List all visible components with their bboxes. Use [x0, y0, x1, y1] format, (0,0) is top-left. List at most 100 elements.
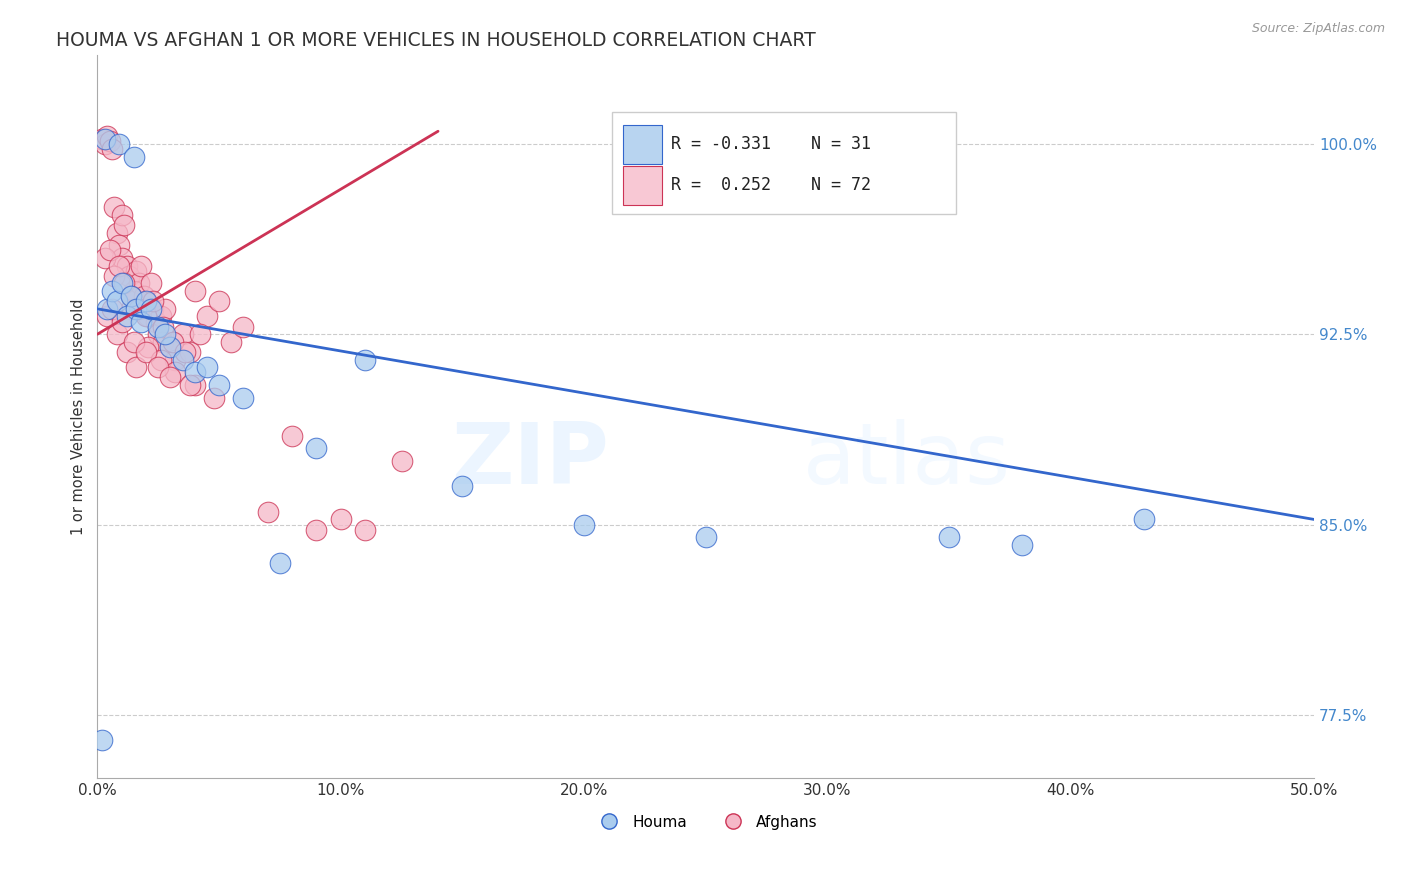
- Point: [148, 360, 170, 375]
- Point: [98, 135, 121, 149]
- Point: [451, 479, 474, 493]
- Point: [152, 334, 174, 349]
- Point: [155, 301, 177, 316]
- Point: [91, 132, 114, 146]
- Point: [148, 319, 170, 334]
- Point: [111, 277, 134, 291]
- Legend: Houma, Afghans: Houma, Afghans: [588, 808, 824, 836]
- Point: [125, 301, 148, 316]
- Text: HOUMA VS AFGHAN 1 OR MORE VEHICLES IN HOUSEHOLD CORRELATION CHART: HOUMA VS AFGHAN 1 OR MORE VEHICLES IN HO…: [56, 31, 815, 50]
- Point: [108, 136, 131, 151]
- Point: [129, 259, 152, 273]
- Point: [108, 259, 131, 273]
- Point: [105, 327, 128, 342]
- Point: [122, 284, 145, 298]
- Point: [305, 442, 328, 456]
- Text: atlas: atlas: [803, 418, 1011, 501]
- Point: [101, 284, 124, 298]
- Point: [256, 505, 278, 519]
- Point: [120, 301, 142, 316]
- Y-axis label: 1 or more Vehicles in Household: 1 or more Vehicles in Household: [72, 299, 86, 535]
- Point: [96, 301, 118, 316]
- Point: [122, 150, 145, 164]
- Point: [155, 327, 177, 342]
- Point: [172, 352, 194, 367]
- Text: R = -0.331    N = 31: R = -0.331 N = 31: [671, 136, 870, 153]
- Point: [135, 345, 157, 359]
- Point: [232, 391, 254, 405]
- Point: [128, 301, 150, 316]
- Point: [93, 136, 115, 151]
- Point: [111, 251, 134, 265]
- Point: [329, 512, 352, 526]
- Point: [159, 340, 181, 354]
- Point: [98, 244, 121, 258]
- Point: [115, 345, 138, 359]
- Point: [91, 733, 114, 747]
- Text: R =  0.252    N = 72: R = 0.252 N = 72: [671, 177, 870, 194]
- Point: [139, 301, 162, 316]
- Point: [101, 301, 124, 316]
- Point: [93, 251, 115, 265]
- Point: [105, 226, 128, 240]
- Point: [195, 360, 218, 375]
- Point: [118, 268, 141, 283]
- Point: [149, 310, 172, 324]
- Point: [1132, 512, 1154, 526]
- Point: [232, 319, 254, 334]
- Text: ZIP: ZIP: [451, 418, 609, 501]
- Text: Source: ZipAtlas.com: Source: ZipAtlas.com: [1251, 22, 1385, 36]
- Point: [93, 132, 115, 146]
- Point: [159, 370, 181, 384]
- Point: [938, 530, 960, 544]
- Point: [572, 517, 595, 532]
- Point: [125, 360, 148, 375]
- Point: [354, 523, 377, 537]
- Point: [183, 378, 205, 392]
- Point: [125, 264, 148, 278]
- Point: [179, 345, 201, 359]
- Point: [135, 294, 157, 309]
- Point: [162, 334, 184, 349]
- Point: [1011, 538, 1033, 552]
- Point: [115, 259, 138, 273]
- Point: [105, 294, 128, 309]
- Point: [174, 345, 197, 359]
- Point: [188, 327, 211, 342]
- Point: [179, 378, 201, 392]
- Point: [103, 268, 125, 283]
- Point: [135, 294, 157, 309]
- Point: [195, 310, 218, 324]
- Point: [96, 129, 118, 144]
- Point: [96, 310, 118, 324]
- Point: [208, 378, 231, 392]
- Point: [139, 277, 162, 291]
- Point: [111, 208, 134, 222]
- Point: [101, 142, 124, 156]
- Point: [108, 238, 131, 252]
- Point: [183, 365, 205, 379]
- Point: [165, 352, 187, 367]
- Point: [132, 289, 155, 303]
- Point: [305, 523, 328, 537]
- Point: [149, 352, 172, 367]
- Point: [120, 289, 142, 303]
- Point: [695, 530, 717, 544]
- Point: [138, 340, 160, 354]
- Point: [202, 391, 225, 405]
- Point: [115, 310, 138, 324]
- Point: [112, 277, 135, 291]
- Point: [165, 365, 187, 379]
- Point: [354, 352, 377, 367]
- Point: [172, 327, 194, 342]
- Point: [122, 334, 145, 349]
- Point: [142, 294, 165, 309]
- Point: [269, 556, 291, 570]
- Point: [103, 200, 125, 214]
- Point: [281, 428, 304, 442]
- Point: [183, 284, 205, 298]
- Point: [159, 340, 181, 354]
- Point: [135, 310, 157, 324]
- Point: [120, 289, 142, 303]
- Point: [208, 294, 231, 309]
